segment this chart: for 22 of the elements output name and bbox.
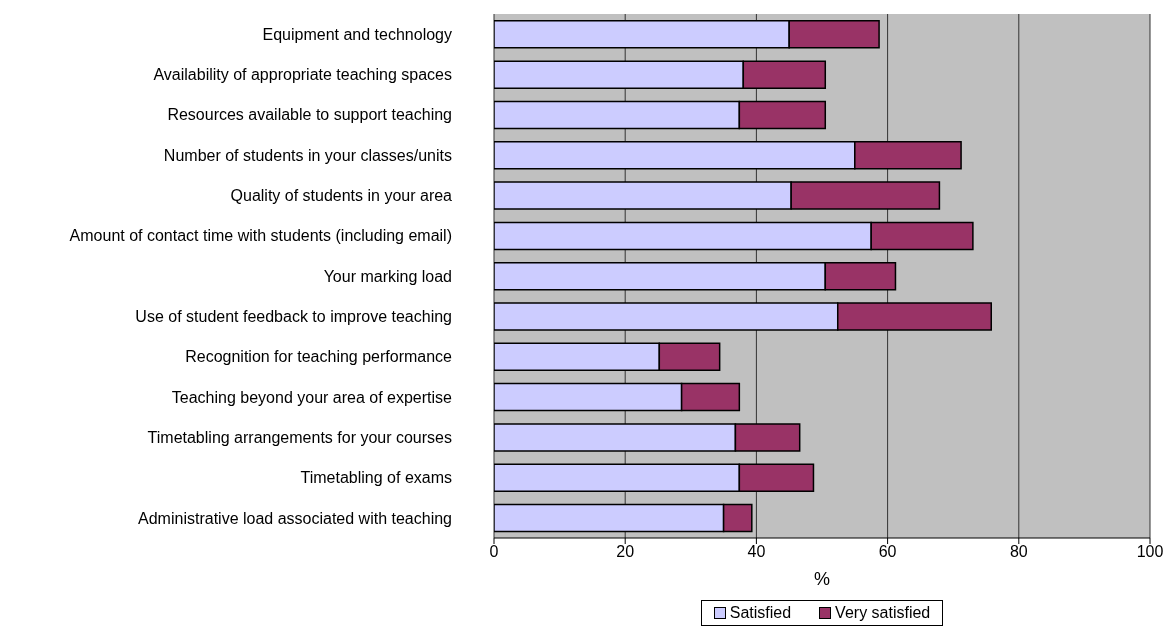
x-tick-label: 100 bbox=[1136, 543, 1164, 561]
y-tick-label: Timetabling arrangements for your courses bbox=[147, 428, 452, 446]
y-tick-label: Teaching beyond your area of expertise bbox=[171, 388, 453, 406]
y-tick-label: Quality of students in your area bbox=[230, 187, 453, 205]
x-tick-label: 80 bbox=[1009, 543, 1028, 561]
x-tick-label: 20 bbox=[616, 543, 635, 561]
y-tick-label: Amount of contact time with students (including email) bbox=[69, 227, 452, 245]
y-tick-label: Number of students in your classes/units bbox=[163, 146, 452, 164]
y-tick-label: Administrative load associated with teaching bbox=[138, 509, 452, 527]
x-tick-label: 40 bbox=[747, 543, 766, 561]
y-tick-label: Use of student feedback to improve teaching bbox=[135, 307, 452, 325]
x-tick-label: 0 bbox=[489, 543, 499, 561]
x-tick-label: 60 bbox=[878, 543, 897, 561]
legend-label: Very satisfied bbox=[834, 604, 931, 622]
y-tick-label: Equipment and technology bbox=[262, 25, 452, 43]
y-tick-label: Availability of appropriate teaching spaces bbox=[153, 66, 452, 84]
legend-label: Satisfied bbox=[728, 604, 792, 622]
y-tick-label: Recognition for teaching performance bbox=[185, 348, 453, 366]
y-tick-label: Timetabling of exams bbox=[300, 469, 452, 487]
y-tick-label: Your marking load bbox=[323, 267, 452, 285]
y-tick-label: Resources available to support teaching bbox=[167, 106, 452, 124]
x-axis-title: % bbox=[813, 568, 831, 589]
